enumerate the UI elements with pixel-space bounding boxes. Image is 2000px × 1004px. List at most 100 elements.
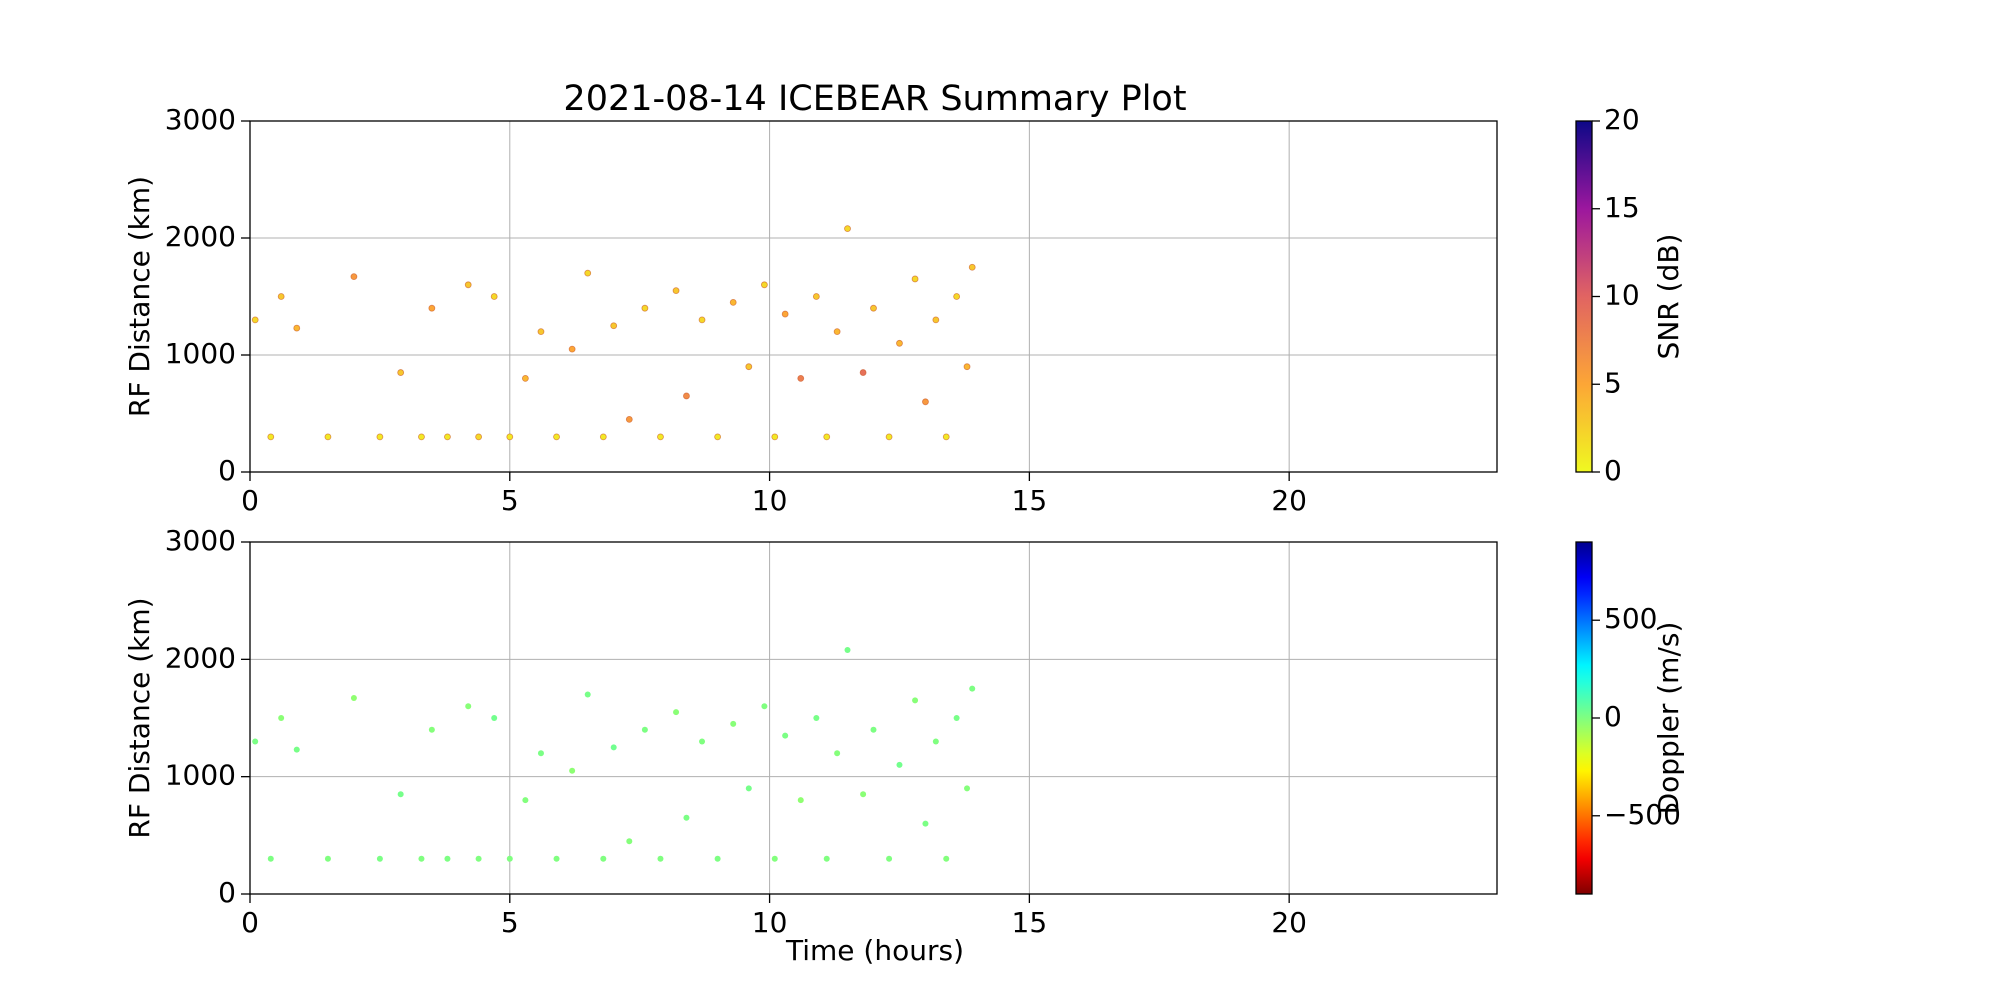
point	[943, 855, 950, 862]
point	[569, 767, 576, 774]
x-tick-label: 15	[1012, 484, 1048, 517]
point	[782, 732, 789, 739]
point	[922, 820, 929, 827]
panel: 0 5 10 15 20 0 1000 2000 3000 RF Distance (km) Tim…	[123, 524, 1685, 967]
colorbar	[1575, 120, 1593, 473]
point	[673, 709, 680, 716]
point	[953, 715, 960, 721]
point	[760, 281, 768, 289]
colorbar-tick-label: 20	[1604, 103, 1640, 136]
point	[812, 293, 820, 300]
point	[730, 720, 737, 727]
point	[870, 304, 877, 312]
axes-frame	[249, 120, 1498, 473]
colorbar-tick-label: −500	[1604, 798, 1681, 831]
point	[521, 374, 529, 382]
point	[641, 304, 649, 312]
point	[968, 263, 976, 271]
colorbar-tick-label: 0	[1604, 454, 1622, 487]
point	[278, 715, 285, 721]
point	[465, 703, 472, 710]
point	[491, 715, 498, 721]
point	[771, 433, 779, 441]
point	[428, 726, 435, 733]
point	[376, 855, 383, 862]
point	[969, 685, 976, 692]
point	[932, 316, 940, 324]
point	[537, 750, 544, 757]
point	[464, 281, 472, 289]
point	[506, 855, 513, 862]
point	[781, 310, 789, 318]
point	[657, 855, 664, 862]
x-tick-label: 15	[1012, 906, 1048, 939]
point	[942, 433, 950, 441]
point	[714, 433, 722, 441]
point	[293, 746, 300, 753]
point	[698, 316, 706, 324]
y-tick-label: 0	[218, 454, 236, 487]
point	[922, 398, 929, 406]
point	[771, 855, 778, 862]
colorbar-label: Doppler (m/s)	[1652, 622, 1685, 815]
point	[568, 345, 576, 353]
point	[506, 433, 514, 441]
x-tick-label: 0	[241, 484, 259, 517]
point	[584, 691, 591, 698]
point	[823, 855, 830, 862]
point	[911, 275, 919, 283]
point	[251, 316, 259, 324]
axes-frame	[249, 541, 1498, 895]
point	[834, 750, 841, 757]
point	[428, 304, 436, 312]
point	[870, 726, 877, 733]
point	[823, 433, 831, 441]
point	[896, 339, 903, 347]
point	[537, 328, 545, 336]
colorbar-label: SNR (dB)	[1652, 234, 1685, 360]
point	[963, 363, 971, 371]
colorbar	[1575, 541, 1593, 895]
colorbar-tick-label: 5	[1604, 366, 1622, 399]
point	[584, 269, 592, 277]
point	[844, 225, 851, 233]
point	[610, 322, 618, 330]
point	[683, 392, 690, 400]
y-tick-label: 1000	[165, 759, 236, 792]
point	[745, 363, 753, 371]
point	[324, 433, 332, 441]
y-axis-label: RF Distance (km)	[123, 176, 156, 417]
point	[683, 814, 690, 821]
y-tick-label: 2000	[165, 220, 236, 253]
point	[729, 298, 737, 306]
point	[600, 855, 607, 862]
point	[376, 433, 384, 441]
y-tick-label: 0	[218, 876, 236, 909]
point	[912, 697, 919, 704]
x-tick-label: 5	[501, 906, 519, 939]
point	[625, 415, 633, 423]
y-tick-label: 1000	[165, 337, 236, 370]
point	[599, 433, 607, 441]
x-tick-label: 10	[752, 906, 788, 939]
colorbar-tick-label: 10	[1604, 279, 1640, 312]
point	[397, 369, 405, 376]
x-tick-label: 5	[501, 484, 519, 517]
y-tick-label: 2000	[165, 641, 236, 674]
y-tick-label: 3000	[165, 103, 236, 136]
point	[397, 791, 404, 798]
colorbar-tick-label: 15	[1604, 191, 1640, 224]
point	[350, 695, 357, 702]
point	[714, 855, 721, 862]
point	[699, 738, 706, 745]
point	[886, 855, 893, 862]
point	[813, 715, 820, 721]
point	[522, 797, 529, 804]
colorbar-tick-label: 500	[1604, 602, 1657, 635]
y-axis-label: RF Distance (km)	[123, 597, 156, 838]
point	[444, 433, 451, 441]
point	[844, 646, 851, 653]
point	[475, 855, 482, 862]
point	[745, 785, 752, 792]
point	[350, 273, 358, 281]
